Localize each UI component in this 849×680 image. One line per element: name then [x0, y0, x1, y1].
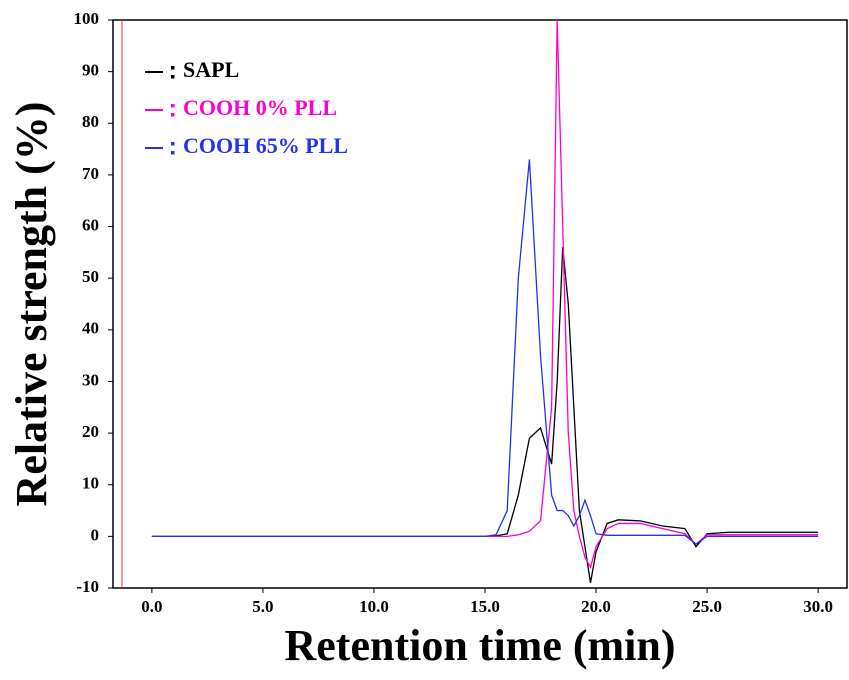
legend-colon: [171, 113, 175, 117]
y-tick-label: -10: [76, 577, 99, 596]
x-tick-label: 0.0: [141, 597, 162, 616]
y-tick-label: 90: [82, 61, 99, 80]
y-tick-label: 60: [82, 215, 99, 234]
x-tick-label: 5.0: [252, 597, 273, 616]
x-tick-label: 10.0: [359, 597, 389, 616]
legend-label: SAPL: [183, 57, 239, 82]
y-axis-label: Relative strength (%): [7, 102, 56, 507]
plot-frame: [112, 19, 848, 589]
x-tick-label: 15.0: [470, 597, 500, 616]
legend-colon: [171, 142, 175, 146]
legend-label: COOH 0% PLL: [183, 95, 337, 120]
x-tick-label: 20.0: [581, 597, 611, 616]
x-tick-label: 25.0: [692, 597, 722, 616]
legend-colon: [171, 151, 175, 155]
series-line: [151, 247, 819, 583]
y-tick-label: 30: [82, 370, 99, 389]
y-tick-label: 100: [74, 9, 100, 28]
series-line: [151, 19, 819, 570]
y-tick-label: 70: [82, 164, 99, 183]
y-tick-label: 0: [91, 525, 100, 544]
legend-colon: [171, 75, 175, 79]
y-tick-label: 50: [82, 267, 99, 286]
legend-colon: [171, 66, 175, 70]
x-axis-label: Retention time (min): [284, 621, 675, 670]
x-tick-label: 30.0: [803, 597, 833, 616]
y-tick-label: 10: [82, 474, 99, 493]
y-tick-label: 20: [82, 422, 99, 441]
legend-colon: [171, 104, 175, 108]
y-tick-label: 40: [82, 319, 99, 338]
series-line: [151, 159, 819, 545]
y-tick-label: 80: [82, 112, 99, 131]
legend-label: COOH 65% PLL: [183, 133, 348, 158]
